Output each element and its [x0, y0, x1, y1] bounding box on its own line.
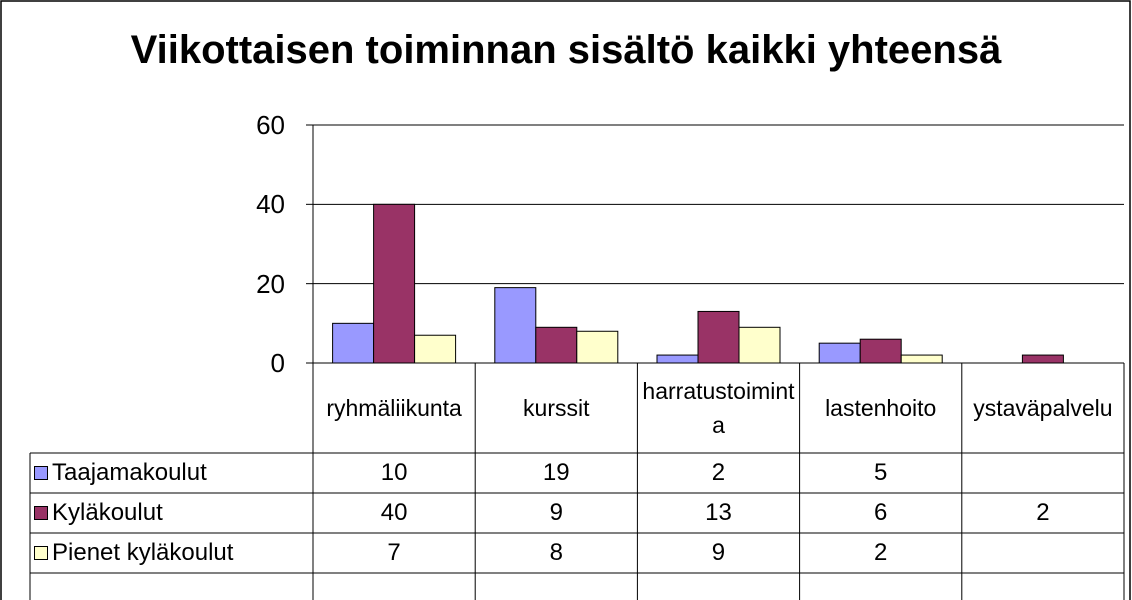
- x-tick-label: ryhmäliikunta: [326, 395, 462, 421]
- bar: [576, 330, 619, 364]
- bar: [494, 287, 537, 364]
- legend-label: Pienet kyläkoulut: [52, 539, 234, 566]
- legend-entry: Taajamakoulut: [30, 453, 313, 493]
- bar: [656, 354, 699, 364]
- bar: [373, 203, 416, 364]
- table-value: 5: [874, 459, 888, 486]
- table-value: 2: [874, 539, 888, 566]
- legend-key: [34, 506, 48, 520]
- x-tick-label: ystaväpalvelu: [973, 395, 1113, 421]
- bar: [738, 326, 781, 364]
- bar: [1021, 354, 1064, 364]
- y-tick-label: 60: [256, 110, 285, 140]
- x-tick-label: harratustoiminta: [642, 378, 795, 438]
- bar: [535, 326, 578, 364]
- legend-entry: Kyläkoulut: [30, 493, 313, 533]
- bar: [332, 322, 375, 364]
- table-value: 2: [1036, 499, 1050, 526]
- y-tick-label: 40: [256, 189, 285, 220]
- bar: [818, 342, 861, 364]
- legend-key: [34, 546, 48, 560]
- x-tick-label: lastenhoito: [825, 395, 937, 421]
- legend-entry: Pienet kyläkoulut: [30, 533, 313, 573]
- bar: [859, 338, 902, 364]
- table-value: 2: [711, 459, 726, 486]
- y-tick-label: 20: [256, 268, 285, 299]
- table-value: 9: [549, 499, 563, 526]
- table-value: 8: [549, 539, 563, 566]
- table-value: 6: [874, 499, 888, 526]
- legend-label: Taajamakoulut: [52, 459, 207, 486]
- legend-label: Kyläkoulut: [52, 499, 163, 526]
- bar: [900, 354, 943, 364]
- x-tick-label: kurssit: [523, 395, 590, 421]
- table-value: 9: [711, 539, 726, 566]
- table-value: 40: [380, 499, 408, 526]
- table-value: 7: [387, 539, 401, 566]
- table-value: 19: [542, 459, 570, 486]
- legend-key: [34, 466, 48, 480]
- bar: [697, 310, 740, 364]
- table-value: 13: [705, 499, 732, 526]
- y-tick-label: 0: [270, 348, 285, 378]
- chart-title: Viikottaisen toiminnan sisältö kaikki yh…: [130, 28, 1002, 72]
- table-value: 10: [380, 459, 408, 486]
- bar: [414, 334, 457, 364]
